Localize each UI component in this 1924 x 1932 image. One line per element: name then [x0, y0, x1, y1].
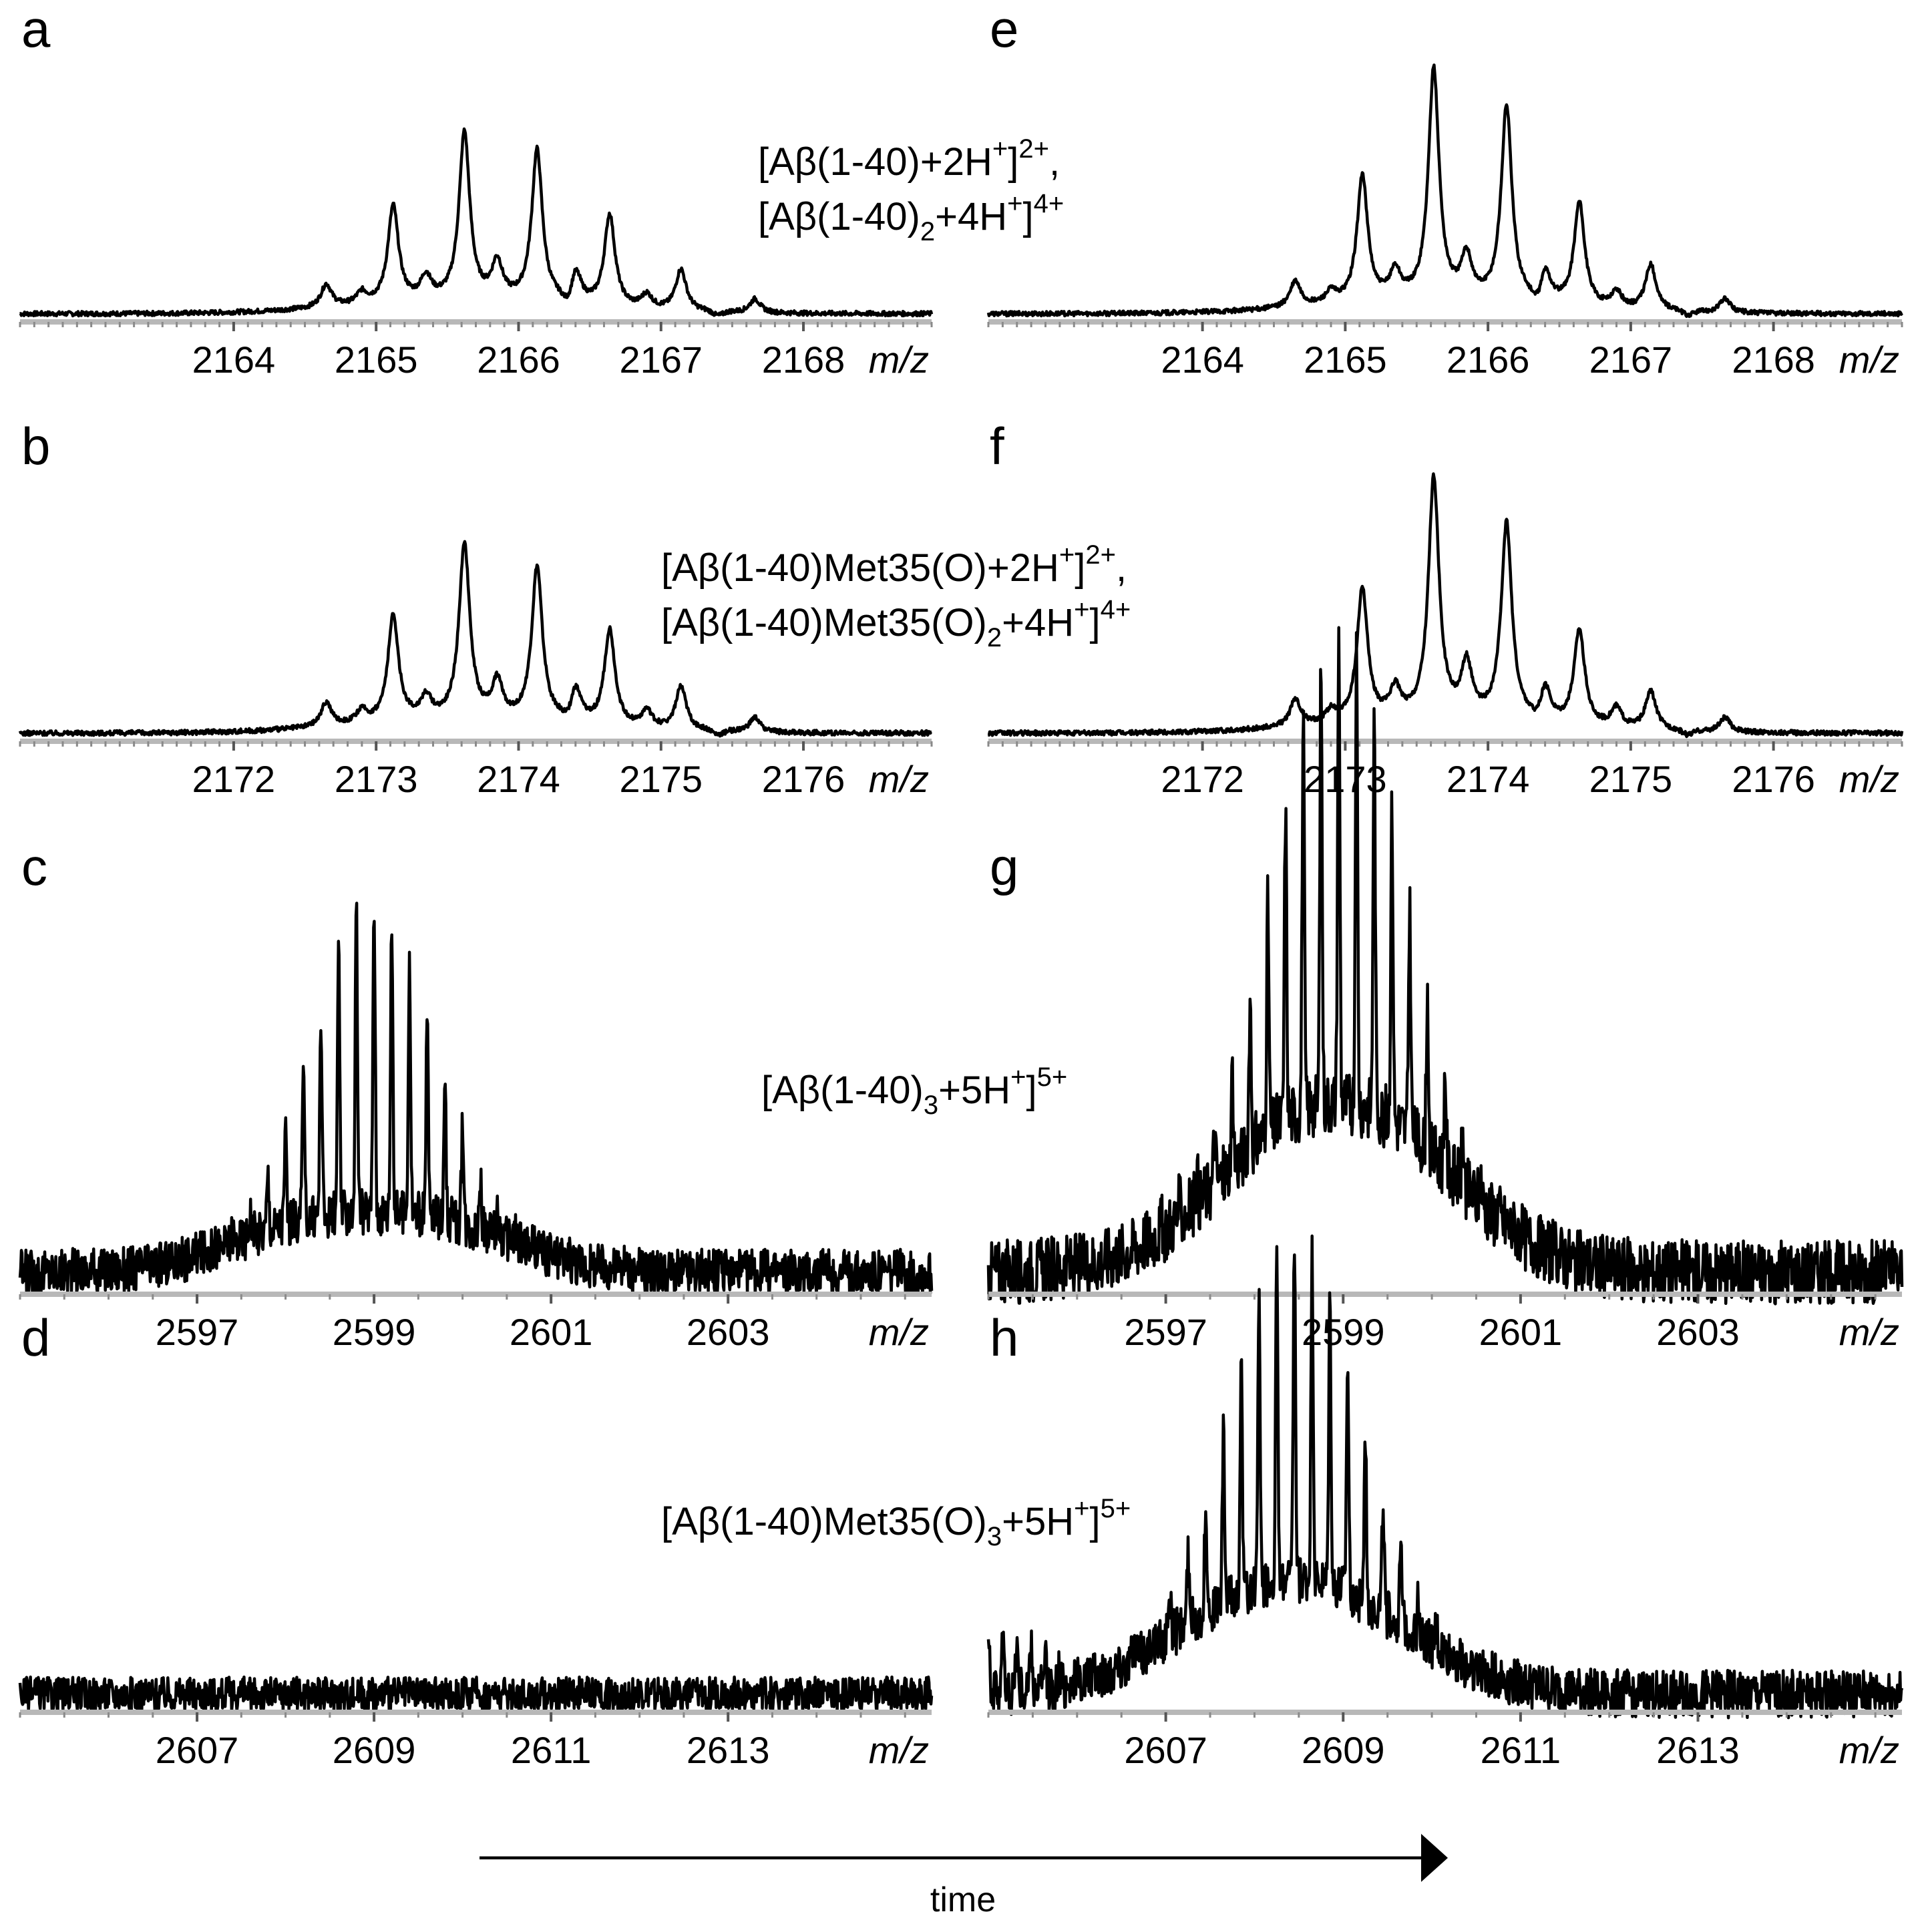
annotation-row2-line2: [Aβ(1-40)Met35(O)2+4H+]4+ [661, 595, 1131, 652]
tick-label-h-2607: 2607 [1124, 1729, 1207, 1771]
tick-label-b-2175: 2175 [619, 758, 703, 800]
panel-label-b: b [21, 417, 50, 475]
tick-label-a-2168: 2168 [762, 339, 845, 381]
unit-label-e: m/z [1839, 339, 1899, 381]
panel-label-a: a [21, 0, 51, 58]
tick-label-a-2167: 2167 [619, 339, 703, 381]
panel-label-h: h [990, 1308, 1018, 1367]
tick-label-b-2172: 2172 [192, 758, 276, 800]
tick-label-a-2166: 2166 [477, 339, 560, 381]
unit-label-c: m/z [869, 1311, 929, 1353]
unit-label-a: m/z [869, 339, 929, 381]
spectrum-trace-h [986, 1234, 1904, 1720]
tick-label-c-2599: 2599 [333, 1311, 416, 1353]
annotation-row4: [Aβ(1-40)Met35(O)3+5H+]5+ [661, 1494, 1131, 1551]
tick-label-e-2166: 2166 [1447, 339, 1530, 381]
tick-label-b-2173: 2173 [335, 758, 418, 800]
tick-label-h-2609: 2609 [1302, 1729, 1385, 1771]
tick-label-c-2597: 2597 [156, 1311, 239, 1353]
panel-label-c: c [21, 837, 47, 896]
unit-label-d: m/z [869, 1729, 929, 1771]
tick-label-f-2174: 2174 [1447, 758, 1530, 800]
tick-label-e-2167: 2167 [1589, 339, 1673, 381]
tick-label-b-2174: 2174 [477, 758, 560, 800]
unit-label-f: m/z [1839, 758, 1899, 800]
tick-label-g-2601: 2601 [1479, 1311, 1563, 1353]
panel-c: c 2597 2599 2601 2603 m/z [18, 837, 934, 1353]
panel-a: a 2164 2165 2166 2167 2168 m/z [19, 0, 934, 381]
tick-label-c-2603: 2603 [687, 1311, 770, 1353]
panel-e: e 2164 2165 2166 2167 2168 m/z [986, 0, 1903, 381]
unit-label-g: m/z [1839, 1311, 1899, 1353]
unit-label-b: m/z [869, 758, 929, 800]
tick-label-d-2613: 2613 [687, 1729, 770, 1771]
tick-label-g-2603: 2603 [1656, 1311, 1740, 1353]
tick-label-d-2607: 2607 [156, 1729, 239, 1771]
tick-label-h-2611: 2611 [1481, 1729, 1561, 1771]
annotation-row1-line2: [Aβ(1-40)2+4H+]4+ [758, 189, 1064, 246]
panel-h: h 2607 2609 2611 2613 m/z [986, 1234, 1904, 1771]
tick-label-a-2165: 2165 [335, 339, 418, 381]
spectrum-trace-c [18, 902, 934, 1298]
time-label: time [930, 1881, 996, 1919]
tick-label-c-2601: 2601 [510, 1311, 593, 1353]
panel-label-d: d [21, 1308, 50, 1367]
panels: a 2164 2165 2166 2167 2168 m/z e 2164 2165 2166 216… [18, 0, 1904, 1771]
tick-label-f-2172: 2172 [1161, 758, 1244, 800]
tick-label-g-2597: 2597 [1124, 1311, 1207, 1353]
panel-label-f: f [990, 417, 1004, 475]
spectrum-trace-f [987, 472, 1904, 739]
tick-label-b-2176: 2176 [762, 758, 845, 800]
spectrum-trace-d [18, 1675, 934, 1713]
tick-label-d-2611: 2611 [511, 1729, 591, 1771]
panel-label-g: g [990, 837, 1018, 896]
panel-g: g 2597 2599 2601 2603 m/z [986, 626, 1904, 1353]
time-arrow-head [1421, 1834, 1448, 1882]
spectrum-trace-a [19, 127, 934, 318]
tick-label-a-2164: 2164 [192, 339, 276, 381]
panel-label-e: e [990, 0, 1018, 58]
panel-d: d 2607 2609 2611 2613 m/z [18, 1308, 934, 1771]
tick-label-h-2613: 2613 [1656, 1729, 1740, 1771]
unit-label-h: m/z [1839, 1729, 1899, 1771]
panel-b: b 2172 2173 2174 2175 2176 m/z [18, 417, 933, 800]
tick-label-f-2175: 2175 [1589, 758, 1673, 800]
annotation-row1-line1: [Aβ(1-40)+2H+]2+, [758, 134, 1060, 184]
annotation-row2-line1: [Aβ(1-40)Met35(O)+2H+]2+, [661, 540, 1127, 590]
tick-label-f-2176: 2176 [1732, 758, 1815, 800]
tick-label-d-2609: 2609 [333, 1729, 416, 1771]
spectrum-trace-g [986, 626, 1904, 1306]
tick-label-g-2599: 2599 [1302, 1311, 1385, 1353]
tick-label-e-2168: 2168 [1732, 339, 1815, 381]
tick-label-e-2164: 2164 [1161, 339, 1244, 381]
spectrum-trace-e [986, 63, 1903, 319]
spectrum-trace-b [18, 540, 933, 738]
annotation-row3: [Aβ(1-40)3+5H+]5+ [761, 1062, 1067, 1120]
tick-label-e-2165: 2165 [1304, 339, 1387, 381]
